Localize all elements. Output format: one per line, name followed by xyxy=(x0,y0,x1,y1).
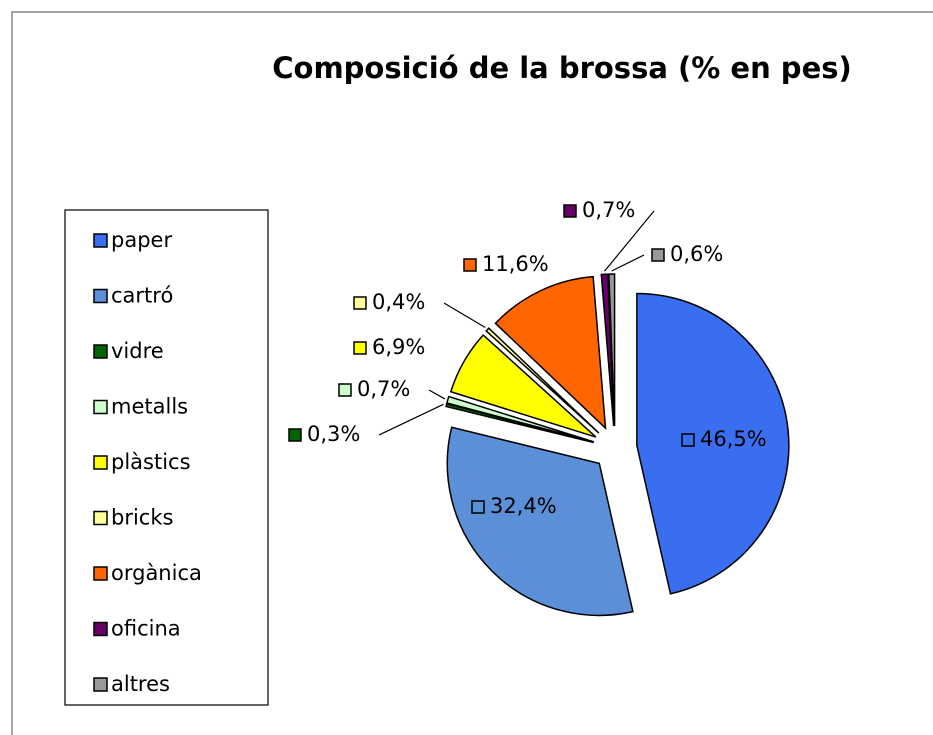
leader-line xyxy=(443,302,486,329)
pie-slice xyxy=(608,273,616,427)
legend-label: plàstics xyxy=(111,450,191,474)
legend-swatch xyxy=(93,455,108,470)
legend-label: metalls xyxy=(111,395,188,419)
label-swatch xyxy=(353,296,367,310)
legend-label: paper xyxy=(111,228,172,252)
leader-line xyxy=(603,210,655,272)
legend-label: bricks xyxy=(111,506,173,530)
data-label: 0,6% xyxy=(670,242,723,266)
label-swatch xyxy=(681,433,695,447)
chart-title: Composició de la brossa (% en pes) xyxy=(272,51,852,85)
legend-swatch xyxy=(93,288,108,304)
legend-swatch xyxy=(93,233,108,248)
legend-label: cartró xyxy=(111,284,173,308)
legend-label: oficina xyxy=(111,617,181,641)
pie-slice xyxy=(485,327,600,434)
label-swatch xyxy=(288,428,302,442)
data-label: 11,6% xyxy=(482,252,549,276)
label-swatch xyxy=(563,204,577,218)
legend-label: orgànica xyxy=(111,561,202,585)
pie-slice xyxy=(494,275,607,431)
leader-line xyxy=(428,389,446,400)
label-swatch xyxy=(338,383,352,397)
legend-swatch xyxy=(93,344,108,359)
data-label: 46,5% xyxy=(700,427,767,451)
pie-slice xyxy=(446,426,634,617)
leader-line xyxy=(378,403,444,436)
data-label: 0,3% xyxy=(307,422,360,446)
data-label: 0,7% xyxy=(582,198,635,222)
data-label: 32,4% xyxy=(490,494,557,518)
legend-label: altres xyxy=(111,672,170,696)
legend-swatch xyxy=(93,677,108,692)
pie-slice xyxy=(636,292,790,595)
data-label: 0,7% xyxy=(357,377,410,401)
legend-swatch xyxy=(93,621,108,637)
pie-slice xyxy=(600,273,615,427)
label-swatch xyxy=(651,248,665,262)
label-swatch xyxy=(471,500,485,514)
leader-line xyxy=(611,254,645,272)
data-label: 6,9% xyxy=(372,335,425,359)
legend-swatch xyxy=(93,510,108,526)
legend-swatch xyxy=(93,399,108,415)
data-label: 0,4% xyxy=(372,290,425,314)
pie-slice xyxy=(449,333,597,438)
label-swatch xyxy=(463,258,477,272)
pie-slice xyxy=(446,395,595,443)
legend-swatch xyxy=(93,566,108,581)
legend-label: vidre xyxy=(111,339,164,363)
label-swatch xyxy=(353,341,367,355)
